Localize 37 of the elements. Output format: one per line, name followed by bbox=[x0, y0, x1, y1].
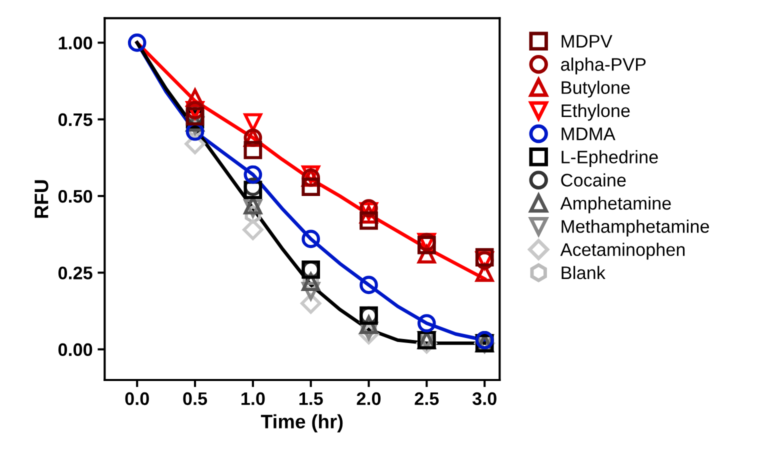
legend-label: L-Ephedrine bbox=[562, 150, 658, 167]
legend-label: Blank bbox=[562, 266, 606, 280]
legend-label: Acetaminophen bbox=[560, 242, 685, 260]
x-tick-label: 2.0 bbox=[356, 392, 381, 406]
point bbox=[244, 165, 262, 184]
point bbox=[418, 236, 436, 254]
point bbox=[475, 248, 494, 267]
y-tick-label: 1.00 bbox=[58, 36, 92, 50]
x-tick-label: 0.5 bbox=[183, 392, 208, 406]
x-axis-title: Time (hr) bbox=[260, 414, 343, 432]
y-tick-label: 0.25 bbox=[58, 266, 92, 280]
point bbox=[302, 230, 320, 248]
y-axis-title: RFU bbox=[34, 180, 48, 218]
x-tick-label: 1.5 bbox=[299, 392, 323, 406]
point bbox=[360, 276, 378, 294]
y-tick-label: 0.50 bbox=[58, 190, 92, 203]
legend-label: Methamphetamine bbox=[562, 220, 709, 236]
point bbox=[302, 178, 320, 196]
point bbox=[242, 219, 264, 240]
point bbox=[360, 211, 378, 230]
x-tick-label: 2.5 bbox=[414, 392, 439, 406]
point bbox=[244, 140, 262, 160]
point bbox=[418, 314, 436, 332]
point bbox=[244, 196, 262, 214]
legend-label: alpha-PVP bbox=[561, 58, 646, 74]
legend-label: MDMA bbox=[562, 128, 616, 140]
legend-label: Amphetamine bbox=[560, 196, 671, 214]
y-tick-label: 0.75 bbox=[58, 113, 92, 126]
legend-label: Cocaine bbox=[561, 173, 626, 187]
point bbox=[128, 34, 146, 52]
legend-label: Butylone bbox=[562, 80, 630, 98]
legend-label: MDPV bbox=[562, 35, 612, 48]
legend-label: Ethylone bbox=[562, 104, 630, 121]
x-tick-label: 1.0 bbox=[242, 392, 265, 406]
y-tick-label: 0.00 bbox=[58, 343, 92, 356]
x-tick-label: 0.0 bbox=[125, 392, 149, 406]
x-tick-label: 3.0 bbox=[472, 392, 496, 406]
